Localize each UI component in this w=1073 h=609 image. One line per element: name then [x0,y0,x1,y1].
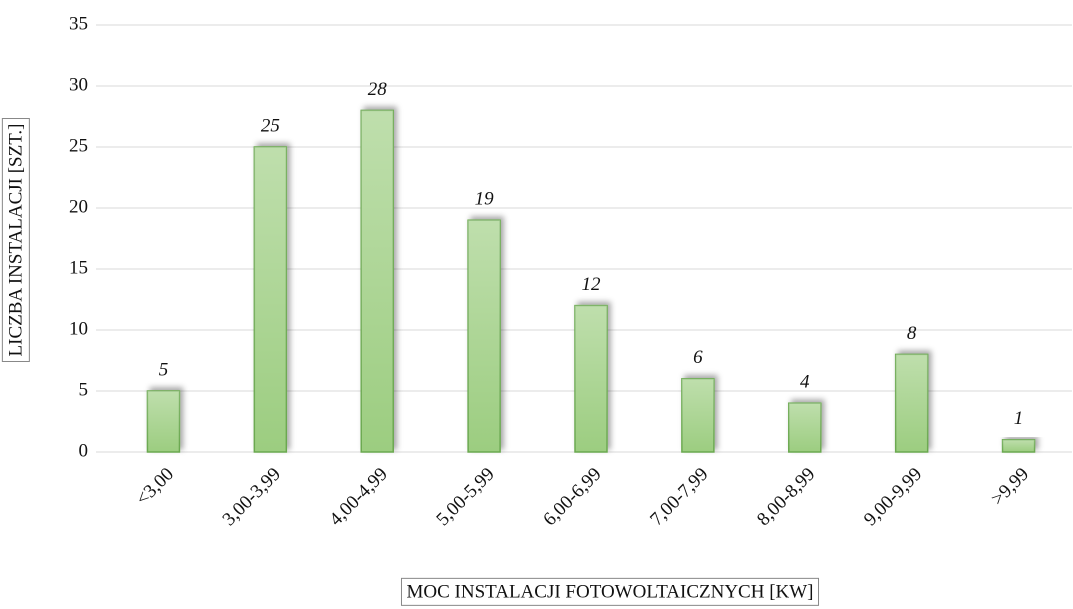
y-tick-label: 25 [69,135,88,156]
x-tick-label: 7,00-7,99 [646,464,712,530]
x-tick-label: <3,00 [132,464,178,510]
data-label: 25 [261,115,280,136]
y-tick-label: 30 [69,74,88,95]
y-tick-label: 35 [69,13,88,34]
bar [894,353,929,453]
x-tick-label: 6,00-6,99 [539,464,605,530]
y-axis-title: LICZBA INSTALACJI [SZT.] [5,124,26,357]
y-tick-label: 5 [79,379,89,400]
bar [681,378,715,453]
data-label: 1 [1014,408,1024,429]
data-label: 5 [159,359,169,380]
data-label: 4 [800,372,810,393]
data-label: 28 [368,79,388,100]
bar [788,402,822,453]
bar [146,390,181,453]
x-tick-label: 5,00-5,99 [432,464,498,530]
data-label: 19 [475,189,495,210]
data-label: 6 [693,347,703,368]
x-tick-label: 8,00-8,99 [753,464,819,530]
x-axis-title: MOC INSTALACJI FOTOWOLTAICZNYCH [KW] [406,581,813,602]
bar [1001,439,1036,453]
axis-title-frame [1,118,30,362]
data-label: 12 [582,274,602,295]
y-tick-label: 10 [69,318,88,339]
data-label: 8 [907,323,917,344]
y-tick-label: 0 [79,440,89,461]
x-tick-label: >9,99 [987,464,1033,510]
bar [467,219,501,453]
x-tick-label: 4,00-4,99 [325,464,391,530]
bar [574,304,608,453]
axis-title-frame [400,577,820,606]
bar [253,146,288,453]
y-tick-label: 20 [69,196,88,217]
bar [360,109,394,453]
x-tick-label: 3,00-3,99 [219,464,285,530]
y-tick-label: 15 [69,257,88,278]
x-tick-label: 9,00-9,99 [860,464,926,530]
